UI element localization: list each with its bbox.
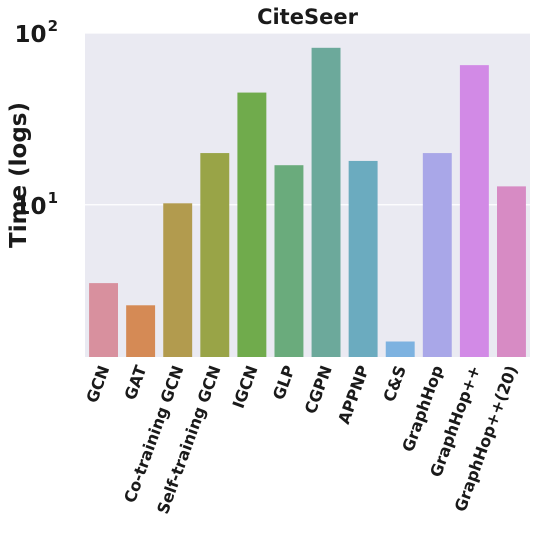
x-tick-label: APPNP bbox=[334, 363, 373, 427]
bar bbox=[422, 153, 452, 357]
chart-title: CiteSeer bbox=[257, 5, 359, 29]
x-tick-label: C&S bbox=[379, 363, 410, 404]
bar bbox=[311, 47, 341, 357]
bar bbox=[496, 186, 526, 357]
x-tick-label: GCN bbox=[82, 363, 113, 405]
bar bbox=[163, 203, 193, 357]
bar bbox=[459, 65, 489, 358]
bar bbox=[126, 305, 156, 357]
bar bbox=[274, 165, 304, 357]
x-tick-label: IGCN bbox=[229, 363, 262, 411]
x-tick-label: GLP bbox=[269, 363, 299, 403]
x-tick-label: GAT bbox=[120, 363, 150, 403]
bar bbox=[237, 92, 267, 357]
bars bbox=[89, 47, 526, 358]
grid-lines bbox=[85, 32, 530, 206]
bar bbox=[348, 160, 378, 357]
y-axis-label: Time (logs) bbox=[6, 102, 32, 248]
plot-background bbox=[85, 33, 530, 357]
y-tick-label: 102 bbox=[15, 17, 58, 48]
bar bbox=[200, 153, 230, 357]
bar bbox=[385, 341, 415, 357]
x-tick-label: CGPN bbox=[301, 363, 336, 416]
bar bbox=[89, 283, 119, 357]
